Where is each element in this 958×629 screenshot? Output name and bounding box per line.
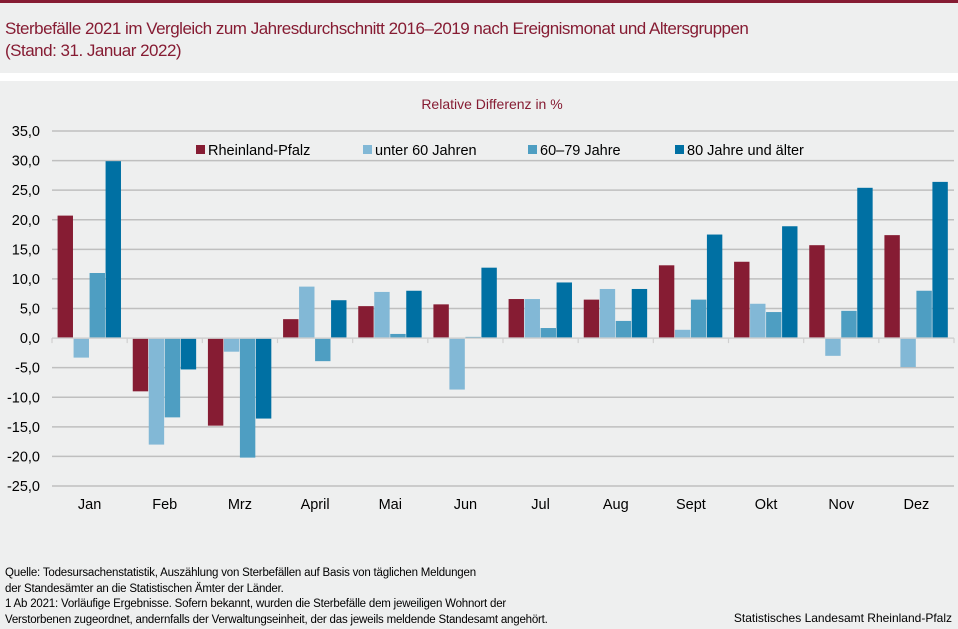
bar-60-79-jahre xyxy=(841,310,857,339)
bar-rheinland-pfalz xyxy=(283,319,299,339)
bar-rheinland-pfalz xyxy=(734,261,750,339)
legend-label: 80 Jahre und älter xyxy=(687,143,804,159)
bar-80-jahre-und-lter xyxy=(932,181,948,339)
bar-rheinland-pfalz xyxy=(809,245,825,339)
bar-80-jahre-und-lter xyxy=(406,290,422,339)
publisher-credit: Statistisches Landesamt Rheinland-Pfalz xyxy=(733,611,952,625)
y-tick-label: 35,0 xyxy=(12,124,40,140)
x-tick-label: April xyxy=(301,497,330,513)
chart-subtitle: Relative Differenz in % xyxy=(421,96,562,112)
x-tick-label: Jun xyxy=(454,497,477,513)
x-tick-label: Sept xyxy=(676,497,706,513)
y-tick-label: 25,0 xyxy=(12,183,40,199)
bar-60-79-jahre xyxy=(540,328,556,339)
title-line-2: (Stand: 31. Januar 2022) xyxy=(5,41,182,60)
bar-rheinland-pfalz xyxy=(583,299,600,339)
x-tick-label: Nov xyxy=(828,497,855,513)
bar-60-79-jahre xyxy=(239,338,256,458)
bar-80-jahre-und-lter xyxy=(180,338,197,370)
y-tick-label: -5,0 xyxy=(15,361,40,377)
bar-unter-60-jahren xyxy=(374,291,390,339)
y-tick-label: 5,0 xyxy=(20,302,40,318)
bar-unter-60-jahren xyxy=(148,338,165,445)
bar-unter-60-jahren xyxy=(73,338,89,358)
y-tick-label: -20,0 xyxy=(7,449,40,465)
y-tick-label: -15,0 xyxy=(7,420,40,436)
bar-80-jahre-und-lter xyxy=(331,300,347,339)
chart-title: Sterbefälle 2021 im Vergleich zum Jahres… xyxy=(5,18,749,62)
bar-60-79-jahre xyxy=(766,312,782,339)
x-tick-label: Mai xyxy=(379,497,402,513)
y-tick-label: 20,0 xyxy=(12,213,40,229)
bar-60-79-jahre xyxy=(89,273,105,339)
bar-80-jahre-und-lter xyxy=(782,226,798,339)
legend-swatch xyxy=(196,145,205,154)
x-tick-label: Feb xyxy=(152,497,177,513)
footnote-line: 1 Ab 2021: Vorläufige Ergebnisse. Sofern… xyxy=(5,598,507,610)
y-tick-label: -10,0 xyxy=(7,390,40,406)
top-accent-bar xyxy=(0,0,958,3)
bar-unter-60-jahren xyxy=(299,286,315,339)
y-tick-label: 15,0 xyxy=(12,242,40,258)
header-panel: Sterbefälle 2021 im Vergleich zum Jahres… xyxy=(0,3,958,73)
bar-rheinland-pfalz xyxy=(508,299,524,339)
legend-swatch xyxy=(363,145,372,154)
bar-60-79-jahre xyxy=(615,320,632,339)
y-tick-label: 30,0 xyxy=(12,154,40,170)
bar-80-jahre-und-lter xyxy=(706,234,723,339)
x-tick-label: Aug xyxy=(603,497,629,513)
bar-80-jahre-und-lter xyxy=(631,288,648,339)
x-tick-label: Okt xyxy=(755,497,778,513)
bar-rheinland-pfalz xyxy=(658,265,675,339)
bar-rheinland-pfalz xyxy=(207,338,224,426)
legend-label: Rheinland-Pfalz xyxy=(208,143,310,159)
bar-rheinland-pfalz xyxy=(884,235,900,339)
bar-unter-60-jahren xyxy=(599,288,616,339)
footnote-line: Verstorbenen zugeordnet, andernfalls der… xyxy=(5,613,548,626)
bar-80-jahre-und-lter xyxy=(105,161,121,339)
x-tick-label: Jan xyxy=(78,497,101,513)
bar-unter-60-jahren xyxy=(674,329,691,339)
source-line: der Standesämter an die Statistischen Äm… xyxy=(5,582,284,595)
bar-unter-60-jahren xyxy=(223,338,240,352)
source-line: Quelle: Todesursachenstatistik, Auszählu… xyxy=(5,567,476,579)
bar-60-79-jahre xyxy=(916,290,932,339)
legend-swatch xyxy=(528,145,537,154)
bar-80-jahre-und-lter xyxy=(481,267,497,339)
bar-unter-60-jahren xyxy=(750,303,766,339)
legend-label: 60–79 Jahre xyxy=(540,143,621,159)
bar-60-79-jahre xyxy=(164,338,181,418)
x-tick-label: Dez xyxy=(904,497,930,513)
bar-unter-60-jahren xyxy=(825,338,841,356)
bar-rheinland-pfalz xyxy=(57,215,73,339)
bar-80-jahre-und-lter xyxy=(255,338,272,419)
bar-80-jahre-und-lter xyxy=(556,282,572,339)
source-note: Quelle: Todesursachenstatistik, Auszählu… xyxy=(5,566,548,628)
bar-unter-60-jahren xyxy=(449,338,465,390)
legend-label: unter 60 Jahren xyxy=(375,143,477,159)
y-tick-label: -25,0 xyxy=(7,479,40,495)
x-tick-label: Mrz xyxy=(228,497,252,513)
y-tick-label: 0,0 xyxy=(20,331,40,347)
bar-60-79-jahre xyxy=(315,338,331,362)
legend-swatch xyxy=(675,145,684,154)
bar-60-79-jahre xyxy=(390,333,406,339)
bar-unter-60-jahren xyxy=(524,299,540,339)
bar-rheinland-pfalz xyxy=(433,304,449,339)
y-tick-label: 10,0 xyxy=(12,272,40,288)
bar-rheinland-pfalz xyxy=(132,338,149,392)
bar-unter-60-jahren xyxy=(900,338,916,368)
bar-60-79-jahre xyxy=(690,299,707,339)
title-line-1: Sterbefälle 2021 im Vergleich zum Jahres… xyxy=(5,19,749,38)
bar-rheinland-pfalz xyxy=(358,306,374,339)
x-tick-label: Jul xyxy=(531,497,550,513)
bar-80-jahre-und-lter xyxy=(857,187,873,339)
